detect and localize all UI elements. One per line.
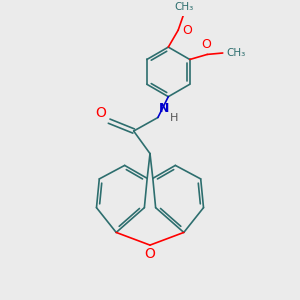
Text: O: O <box>95 106 106 120</box>
Text: N: N <box>158 102 169 115</box>
Text: CH₃: CH₃ <box>174 2 194 12</box>
Text: O: O <box>182 24 192 37</box>
Text: H: H <box>170 113 178 123</box>
Text: CH₃: CH₃ <box>226 48 245 58</box>
Text: O: O <box>202 38 212 51</box>
Text: O: O <box>145 248 155 261</box>
